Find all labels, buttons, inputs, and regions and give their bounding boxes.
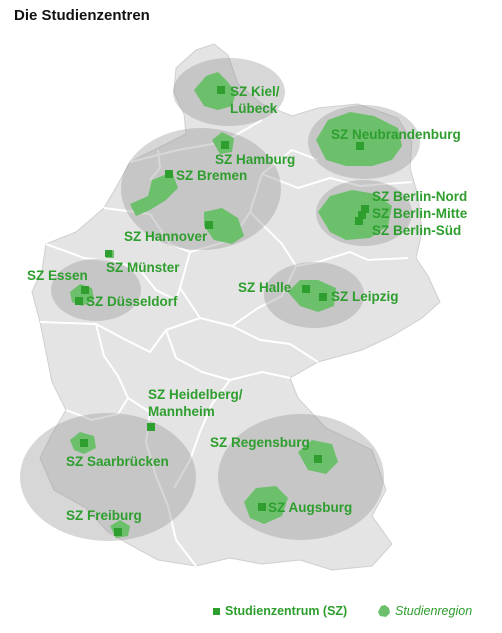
cluster-north (121, 128, 281, 250)
label-line: SZ Augsburg (268, 500, 352, 515)
label-line: SZ Berlin-Nord (372, 189, 467, 204)
label-essen: SZ Essen (27, 268, 88, 283)
label-augsburg: SZ Augsburg (268, 500, 352, 515)
label-berlin-sued: SZ Berlin-Süd (372, 223, 461, 238)
marker-halle (302, 285, 310, 293)
marker-hannover (205, 221, 213, 229)
region-berlin (318, 190, 392, 240)
region-bremen (130, 172, 178, 216)
label-freiburg: SZ Freiburg (66, 508, 142, 523)
label-neubrandenburg: SZ Neubrandenburg (331, 127, 461, 142)
label-line: SZ Saarbrücken (66, 454, 169, 469)
region-kiel (194, 72, 236, 110)
map-title: Die Studienzentren (14, 7, 150, 24)
center-square-icon (213, 607, 220, 615)
marker-berlin-nord (361, 205, 369, 213)
region-neubrandenburg (316, 112, 402, 166)
label-bremen: SZ Bremen (176, 168, 247, 183)
marker-bremen (165, 170, 173, 178)
marker-essen (81, 286, 89, 294)
label-muenster: SZ Münster (106, 260, 180, 275)
label-line: SZ Halle (238, 280, 292, 295)
label-line: SZ Essen (27, 268, 88, 283)
marker-kiel (217, 86, 225, 94)
label-saarbruecken: SZ Saarbrücken (66, 454, 169, 469)
legend-region: Studienregion (376, 604, 472, 618)
center-markers (75, 86, 369, 536)
cluster-bavaria (218, 414, 384, 540)
label-berlin-nord: SZ Berlin-Nord (372, 189, 467, 204)
legend-region-label: Studienregion (395, 604, 473, 618)
marker-regensburg (314, 455, 322, 463)
label-leipzig: SZ Leipzig (331, 289, 399, 304)
region-blob-icon (378, 605, 390, 617)
center-labels: SZ Kiel/Lübeck SZ Hamburg SZ Bremen SZ H… (27, 84, 468, 523)
label-line: SZ Heidelberg/ (148, 387, 243, 402)
label-line: SZ Berlin-Mitte (372, 206, 468, 221)
label-halle: SZ Halle (238, 280, 292, 295)
label-line: SZ Freiburg (66, 508, 142, 523)
label-line: SZ Kiel/ (230, 84, 280, 99)
label-line: SZ Regensburg (210, 435, 310, 450)
state-borders (39, 119, 413, 567)
label-line: SZ Neubrandenburg (331, 127, 461, 142)
marker-augsburg (258, 503, 266, 511)
cluster-southwest (20, 413, 196, 541)
germany-outline (31, 43, 441, 571)
region-halle-leipzig (288, 280, 336, 312)
region-hannover (204, 208, 244, 244)
marker-berlin-sued (355, 217, 363, 225)
marker-hamburg (221, 141, 229, 149)
marker-duesseldorf (75, 297, 83, 305)
label-line: SZ Hamburg (215, 152, 295, 167)
label-duesseldorf: SZ Düsseldorf (86, 294, 178, 309)
label-hannover: SZ Hannover (124, 229, 208, 244)
label-line: Lübeck (230, 101, 278, 116)
label-line: SZ Düsseldorf (86, 294, 178, 309)
marker-freiburg (114, 528, 122, 536)
label-heidelberg: SZ Heidelberg/Mannheim (148, 387, 243, 419)
label-line: SZ Hannover (124, 229, 208, 244)
marker-leipzig (319, 293, 327, 301)
marker-berlin-mitte (358, 211, 366, 219)
label-kiel: SZ Kiel/Lübeck (230, 84, 280, 116)
label-berlin-mitte: SZ Berlin-Mitte (372, 206, 468, 221)
label-hamburg: SZ Hamburg (215, 152, 295, 167)
marker-saarbruecken (80, 439, 88, 447)
marker-neubrandenburg (356, 142, 364, 150)
legend-center: Studienzentrum (SZ) (213, 604, 347, 618)
label-line: SZ Berlin-Süd (372, 223, 461, 238)
label-line: Mannheim (148, 404, 215, 419)
legend-center-label: Studienzentrum (SZ) (225, 604, 348, 618)
label-line: SZ Münster (106, 260, 180, 275)
label-line: SZ Bremen (176, 168, 247, 183)
marker-heidelberg (147, 423, 155, 431)
cluster-ruhr (51, 259, 141, 321)
label-line: SZ Leipzig (331, 289, 399, 304)
label-regensburg: SZ Regensburg (210, 435, 310, 450)
marker-muenster (105, 250, 112, 257)
